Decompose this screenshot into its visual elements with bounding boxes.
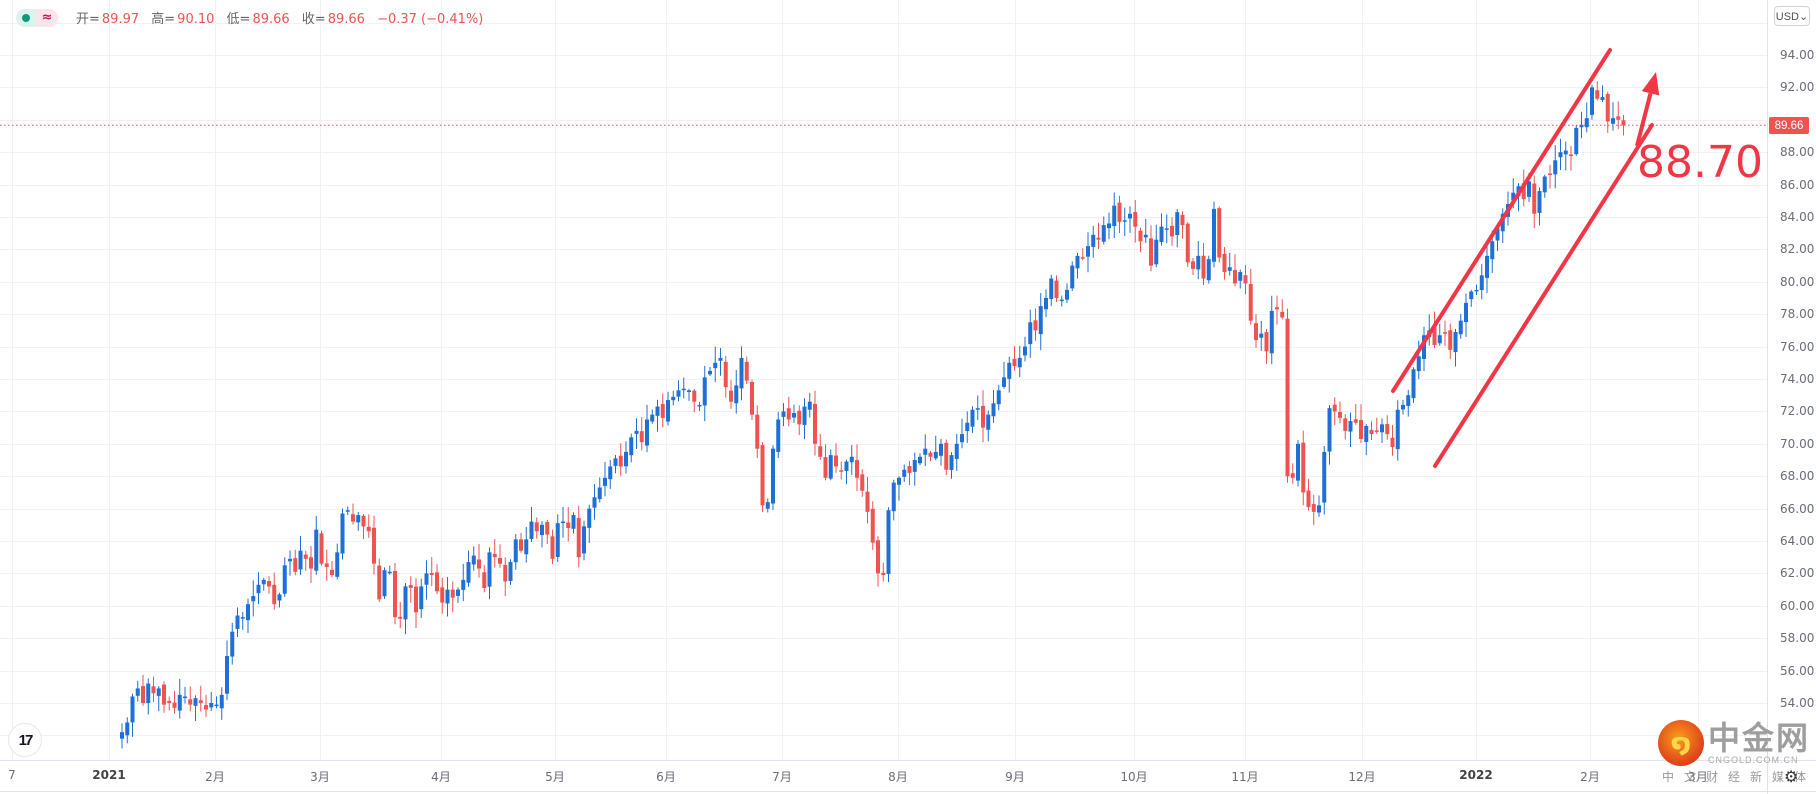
time-tick-label: 3月 [1688,770,1708,784]
time-tick-label: 8月 [888,770,908,784]
price-tick-label: 86.00 [1780,177,1815,192]
low-label: 低= [226,12,251,27]
time-tick-label: 2022 [1459,768,1493,782]
price-tick-label: 80.00 [1780,274,1815,289]
candles [0,81,1767,749]
price-tick-label: 78.00 [1780,307,1815,322]
open-label: 开= [76,12,100,27]
price-tick-label: 68.00 [1780,469,1815,484]
price-tick-label: 56.00 [1780,663,1815,678]
open-value: 89.97 [101,12,140,27]
price-tick-label: 82.00 [1780,242,1815,257]
price-tick-label: 74.00 [1780,372,1815,386]
current-price-tag: 89.66 [1769,117,1809,134]
price-tick-label: 72.00 [1780,404,1815,419]
tradingview-logo-icon[interactable]: 17 [8,723,42,757]
time-tick-label: 2021 [92,768,126,782]
time-tick-label: 7 [8,768,16,782]
watermark-en: CNGOLD.COM.CN [1708,755,1799,765]
time-tick-label: 12月 [1348,770,1376,784]
series-toggle-pill[interactable]: ≈ [16,8,58,27]
time-tick-label: 2月 [1580,770,1600,784]
watermark-subtitle: 中文财经新媒体 [1662,770,1816,784]
price-tick-label: 66.00 [1780,501,1815,516]
close-label: 收= [301,12,326,27]
price-tick-label: 58.00 [1780,631,1815,646]
time-tick-label: 9月 [1005,770,1025,784]
price-tick-label: 94.00 [1780,48,1815,62]
price-tick-label: 76.00 [1780,339,1815,354]
price-tick-label: 70.00 [1780,436,1815,451]
watermark-logo: ໑ 中金网 CNGOLD.COM.CN [1658,720,1810,766]
time-tick-label: 5月 [545,770,565,784]
low-value: 89.66 [252,12,290,27]
price-annotation-text[interactable]: 88.70 [1637,137,1763,188]
approx-icon: ≈ [36,8,58,27]
price-tick-label: 62.00 [1780,566,1815,581]
time-tick-label: 7月 [772,770,792,784]
time-tick-label: 10月 [1120,770,1148,784]
price-tick-label: 84.00 [1780,210,1815,224]
currency-dropdown[interactable]: USD⌄ [1774,6,1810,26]
price-tick-label: 60.00 [1780,598,1815,613]
status-dot-icon [22,13,30,22]
change-value: −0.37 (−0.41%) [377,12,484,27]
time-tick-label: 4月 [431,770,451,784]
high-value: 90.10 [177,12,215,27]
price-tick-label: 54.00 [1780,696,1815,710]
high-label: 高= [151,12,176,27]
cngold-logo-icon: ໑ [1658,720,1704,766]
price-tick-label: 88.00 [1780,145,1815,160]
time-tick-label: 3月 [310,770,330,784]
time-tick-label: 2月 [205,770,225,784]
price-tick-label: 92.00 [1780,80,1815,95]
time-tick-label: 6月 [656,770,676,784]
watermark-cn: 中金网 [1708,719,1811,757]
close-value: 89.66 [327,12,365,27]
ohlc-legend: ≈ 开= 89.97 高= 90.10 低= 89.66 收= 89.66 −0.37 … [16,8,491,27]
gear-icon[interactable]: ⚙ [1784,769,1799,786]
price-tick-label: 64.00 [1780,534,1815,548]
grid-lines [0,0,1767,760]
time-tick-label: 11月 [1231,770,1259,784]
trendline-drawings[interactable] [1391,48,1660,468]
